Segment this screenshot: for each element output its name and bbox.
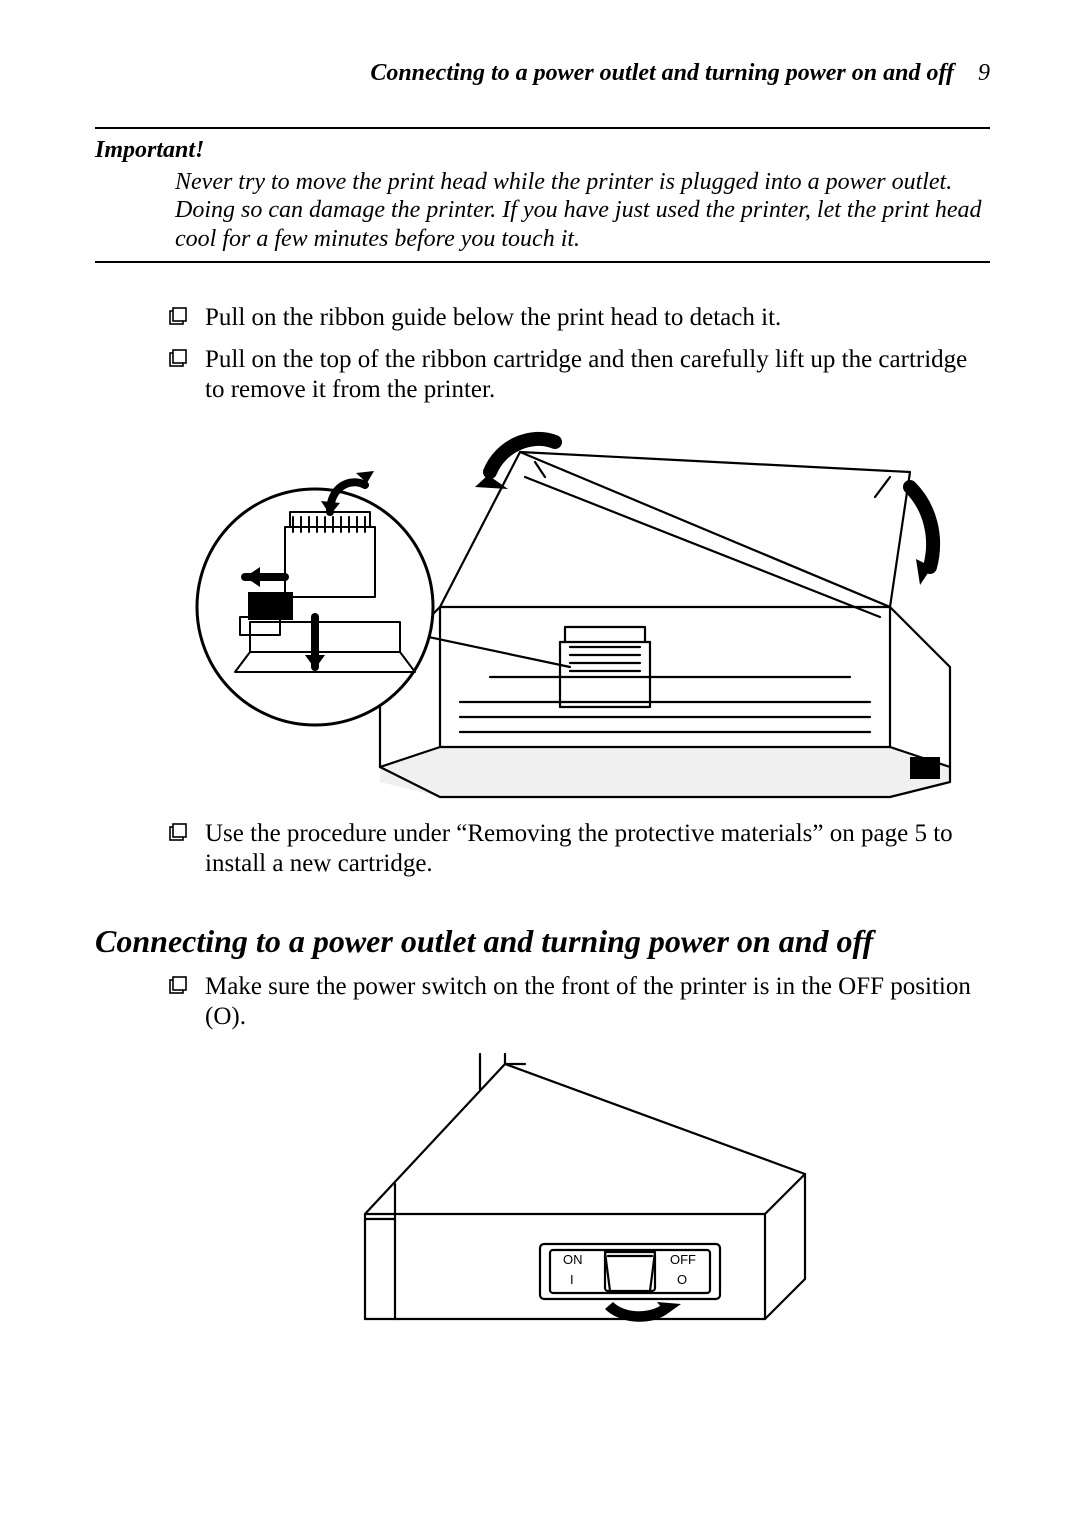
- rule-bottom: [95, 261, 990, 263]
- rule-top: [95, 127, 990, 129]
- switch-off-mark: O: [677, 1272, 687, 1287]
- step-text: Make sure the power switch on the front …: [205, 973, 971, 1030]
- section-heading: Connecting to a power outlet and turning…: [95, 923, 990, 960]
- manual-page: Connecting to a power outlet and turning…: [0, 0, 1080, 1529]
- important-label: Important!: [95, 137, 990, 164]
- checkbox-bullet-icon: [169, 976, 191, 994]
- important-body: Never try to move the print head while t…: [175, 168, 990, 253]
- page-number: 9: [978, 60, 990, 86]
- checkbox-bullet-icon: [169, 307, 191, 325]
- figure-power-switch: ON I OFF O: [305, 1044, 825, 1334]
- step-text: Use the procedure under “Removing the pr…: [205, 820, 953, 877]
- switch-off-label: OFF: [670, 1252, 696, 1267]
- step-item: Pull on the top of the ribbon cartridge …: [205, 345, 990, 405]
- important-note: Important! Never try to move the print h…: [95, 137, 990, 253]
- switch-on-mark: I: [570, 1272, 574, 1287]
- steps-group-b: Use the procedure under “Removing the pr…: [95, 819, 990, 879]
- running-head-title: Connecting to a power outlet and turning…: [370, 60, 954, 86]
- steps-group-a: Pull on the ribbon guide below the print…: [95, 303, 990, 405]
- running-head: Connecting to a power outlet and turning…: [95, 60, 990, 87]
- step-item: Use the procedure under “Removing the pr…: [205, 819, 990, 879]
- checkbox-bullet-icon: [169, 823, 191, 841]
- step-text: Pull on the top of the ribbon cartridge …: [205, 346, 967, 403]
- steps-group-c: Make sure the power switch on the front …: [95, 972, 990, 1032]
- switch-on-label: ON: [563, 1252, 583, 1267]
- step-item: Pull on the ribbon guide below the print…: [205, 303, 990, 333]
- checkbox-bullet-icon: [169, 349, 191, 367]
- step-item: Make sure the power switch on the front …: [205, 972, 990, 1032]
- figure-printer-cartridge: [190, 417, 990, 807]
- step-text: Pull on the ribbon guide below the print…: [205, 304, 781, 331]
